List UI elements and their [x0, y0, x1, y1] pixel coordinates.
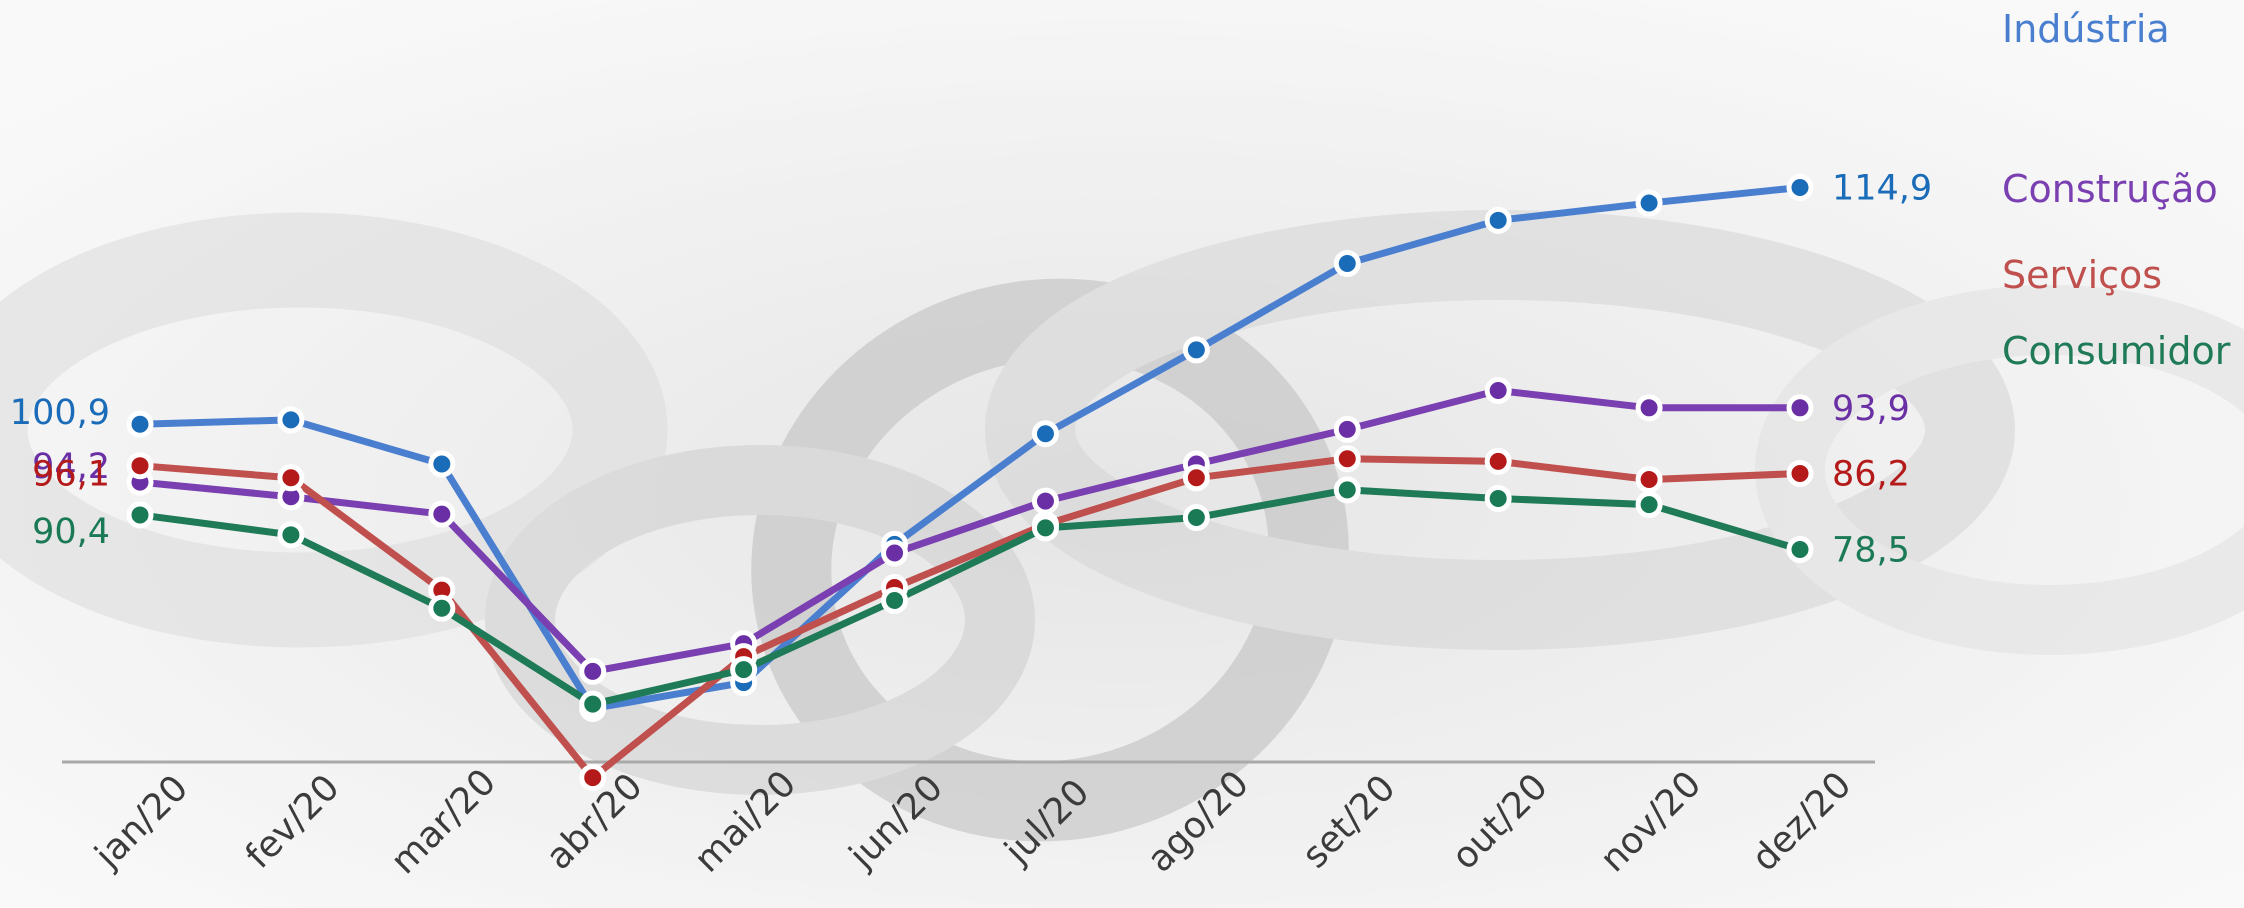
legend-item-construcao: Construção	[2002, 167, 2218, 211]
start-label-servicos: 96,1	[32, 455, 110, 495]
end-label-construcao: 93,9	[1832, 389, 1910, 429]
point-industria-fev-20	[277, 406, 305, 434]
point-construcao-dez-20	[1786, 394, 1814, 422]
point-consumidor-abr-20	[579, 690, 607, 718]
point-industria-jan-20	[126, 410, 154, 438]
x-tick-dez-20: dez/20	[1744, 764, 1859, 879]
point-construcao-jul-20	[1031, 487, 1059, 515]
point-industria-set-20	[1333, 250, 1361, 278]
point-consumidor-nov-20	[1635, 491, 1663, 519]
point-consumidor-set-20	[1333, 476, 1361, 504]
end-label-industria: 114,9	[1832, 168, 1932, 208]
point-industria-dez-20	[1786, 173, 1814, 201]
point-consumidor-ago-20	[1182, 504, 1210, 532]
point-consumidor-fev-20	[277, 521, 305, 549]
point-servicos-dez-20	[1786, 459, 1814, 487]
point-servicos-fev-20	[277, 464, 305, 492]
series-line-construcao	[136, 387, 1804, 675]
start-label-construcao: 94,2	[32, 447, 110, 487]
series-line-servicos	[136, 455, 1804, 782]
point-construcao-jun-20	[881, 539, 909, 567]
x-tick-out-20: out/20	[1444, 766, 1556, 878]
point-consumidor-dez-20	[1786, 536, 1814, 564]
series-line-consumidor	[136, 486, 1804, 708]
legend: Indústria Construção Serviços Consumidor	[2002, 7, 2231, 373]
series-markers	[126, 173, 1814, 792]
point-construcao-abr-20	[579, 657, 607, 685]
point-construcao-out-20	[1484, 377, 1512, 405]
legend-item-industria: Indústria	[2002, 7, 2170, 51]
end-label-consumidor: 78,5	[1832, 531, 1910, 571]
point-servicos-abr-20	[579, 764, 607, 792]
point-consumidor-jul-20	[1031, 514, 1059, 542]
start-label-industria: 100,9	[10, 393, 110, 433]
series-line-industria	[136, 183, 1804, 712]
series-lines	[136, 183, 1804, 782]
point-servicos-jan-20	[126, 452, 154, 480]
point-industria-out-20	[1484, 206, 1512, 234]
point-servicos-ago-20	[1182, 464, 1210, 492]
legend-item-consumidor: Consumidor	[2002, 329, 2231, 373]
legend-item-servicos: Serviços	[2002, 253, 2162, 297]
point-consumidor-out-20	[1484, 485, 1512, 513]
x-tick-jul-20: jul/20	[996, 772, 1097, 873]
start-label-consumidor: 90,4	[32, 512, 110, 552]
point-servicos-nov-20	[1635, 466, 1663, 494]
x-tick-mai-20: mai/20	[687, 763, 804, 880]
end-label-servicos: 86,2	[1832, 454, 1910, 494]
point-consumidor-jan-20	[126, 501, 154, 529]
point-servicos-out-20	[1484, 447, 1512, 475]
x-tick-fev-20: fev/20	[238, 767, 348, 877]
point-industria-jul-20	[1031, 420, 1059, 448]
x-tick-labels: jan/20 fev/20 mar/20 abr/20 mai/20 jun/20 jul/…	[87, 761, 1860, 882]
x-tick-jun-20: jun/20	[841, 767, 951, 877]
value-labels: 100,9 114,9 94,2 93,9 96,1 86,2 90,4 78,5	[10, 168, 1932, 570]
point-industria-mar-20	[428, 450, 456, 478]
point-construcao-mar-20	[428, 500, 456, 528]
point-construcao-nov-20	[1635, 394, 1663, 422]
point-industria-ago-20	[1182, 336, 1210, 364]
x-tick-set-20: set/20	[1295, 767, 1404, 876]
x-tick-nov-20: nov/20	[1593, 763, 1710, 880]
point-consumidor-jun-20	[881, 586, 909, 614]
x-tick-jan-20: jan/20	[87, 767, 196, 876]
point-consumidor-mai-20	[730, 656, 758, 684]
x-tick-mar-20: mar/20	[383, 761, 504, 882]
point-servicos-set-20	[1333, 445, 1361, 473]
point-construcao-set-20	[1333, 415, 1361, 443]
point-consumidor-mar-20	[428, 594, 456, 622]
point-industria-nov-20	[1635, 189, 1663, 217]
x-tick-ago-20: ago/20	[1140, 763, 1257, 880]
